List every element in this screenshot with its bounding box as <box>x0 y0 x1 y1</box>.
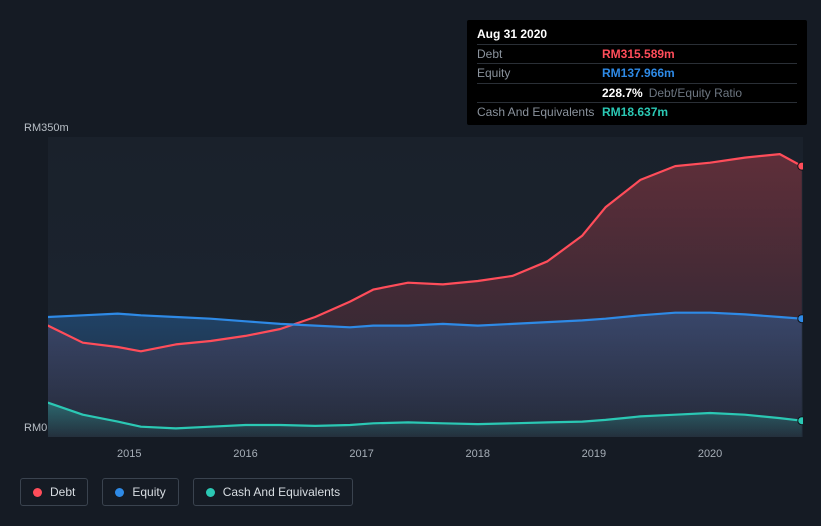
tooltip-card: Aug 31 2020 Debt RM315.589m Equity RM137… <box>467 20 807 125</box>
x-axis-tick: 2018 <box>466 448 490 460</box>
tooltip-row-debt: Debt RM315.589m <box>477 44 797 63</box>
circle-icon <box>115 488 124 497</box>
chart-legend: Debt Equity Cash And Equivalents <box>20 478 353 506</box>
x-axis-tick: 2017 <box>349 448 373 460</box>
legend-debt-label: Debt <box>50 485 75 499</box>
x-axis-tick: 2020 <box>698 448 722 460</box>
tooltip-date: Aug 31 2020 <box>477 26 797 44</box>
legend-equity-label: Equity <box>132 485 165 499</box>
chart-plot-area[interactable] <box>48 137 803 437</box>
legend-cash-label: Cash And Equivalents <box>223 485 340 499</box>
x-axis-tick: 2019 <box>582 448 606 460</box>
chart-svg <box>48 137 803 437</box>
y-axis-max-label: RM350m <box>24 122 69 134</box>
x-axis-tick: 2016 <box>233 448 257 460</box>
tooltip-debt-value: RM315.589m <box>602 46 675 62</box>
tooltip-row-equity: Equity RM137.966m <box>477 63 797 82</box>
tooltip-equity-value: RM137.966m <box>602 65 675 81</box>
tooltip-cash-label: Cash And Equivalents <box>477 104 602 120</box>
tooltip-ratio-label: Debt/Equity Ratio <box>649 85 742 101</box>
circle-icon <box>206 488 215 497</box>
tooltip-row-cash: Cash And Equivalents RM18.637m <box>477 102 797 121</box>
legend-item-debt[interactable]: Debt <box>20 478 88 506</box>
legend-item-cash[interactable]: Cash And Equivalents <box>193 478 353 506</box>
tooltip-ratio-pct: 228.7% <box>602 85 643 101</box>
tooltip-debt-label: Debt <box>477 46 602 62</box>
tooltip-ratio-spacer <box>477 85 602 101</box>
tooltip-cash-value: RM18.637m <box>602 104 668 120</box>
x-axis-tick: 2015 <box>117 448 141 460</box>
tooltip-equity-label: Equity <box>477 65 602 81</box>
y-axis-min-label: RM0 <box>24 422 47 434</box>
tooltip-row-ratio: 228.7% Debt/Equity Ratio <box>477 83 797 102</box>
legend-item-equity[interactable]: Equity <box>102 478 178 506</box>
circle-icon <box>33 488 42 497</box>
